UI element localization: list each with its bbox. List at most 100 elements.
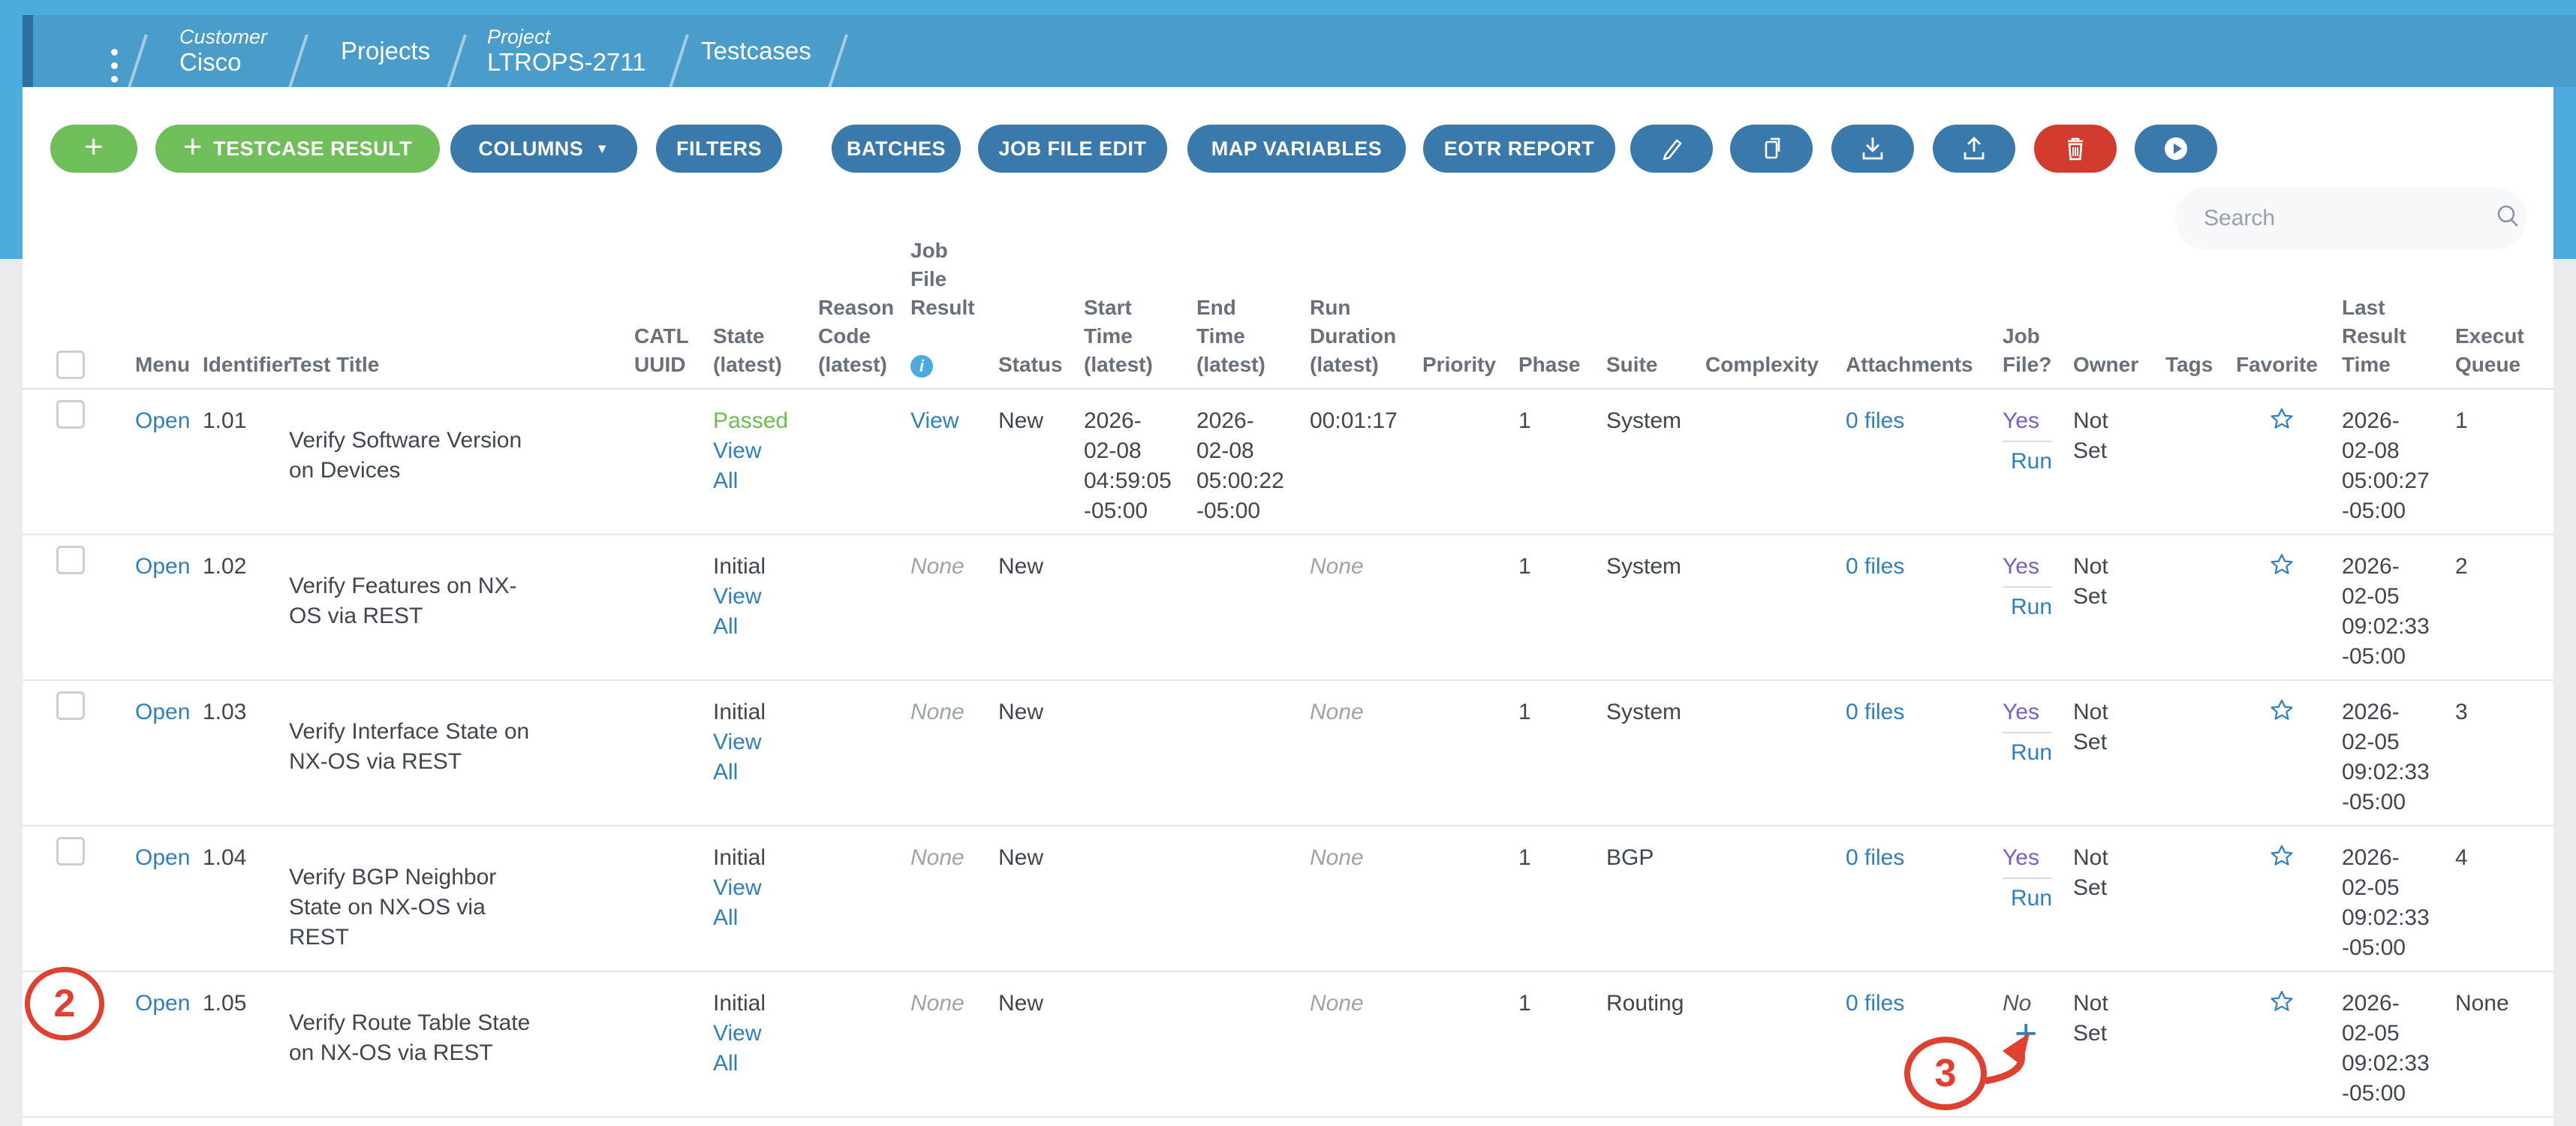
view-all-link[interactable]: View All [713,1021,762,1076]
col-header-end-time[interactable]: End Time (latest) [1196,296,1265,376]
delete-button[interactable] [2034,125,2117,173]
view-all-link[interactable]: View All [713,584,762,639]
col-header-complexity[interactable]: Complexity [1705,353,1819,376]
open-link[interactable]: Open [135,845,191,870]
open-link[interactable]: Open [135,700,191,724]
col-header-status[interactable]: Status [998,353,1063,376]
job-file-result-cell: None [910,554,964,579]
run-button[interactable] [2135,125,2217,173]
open-link[interactable]: Open [135,408,191,433]
search-icon[interactable] [2493,202,2523,236]
search-input[interactable] [2175,206,2493,231]
col-header-execution-queue[interactable]: Execut Queue [2455,324,2524,376]
row-checkbox[interactable] [56,691,85,720]
map-variables-button[interactable]: MAP VARIABLES [1187,125,1406,173]
status-cell: New [998,991,1044,1016]
state-cell: Initial View All [713,552,766,642]
download-button[interactable] [1831,125,1914,173]
last-result-time-cell: 2026- 02-05 09:02:33 -05:00 [2342,845,2430,960]
col-header-job-file[interactable]: Job File? [2003,324,2052,376]
row-checkbox[interactable] [56,400,85,429]
favorite-star-icon[interactable] [2268,989,2295,1024]
divider [2003,878,2052,879]
job-file-yes-link[interactable]: Yes [2003,845,2039,870]
col-header-phase[interactable]: Phase [1518,353,1581,376]
view-all-link[interactable]: View All [713,730,762,784]
columns-dropdown-button[interactable]: COLUMNS ▼ [450,125,637,173]
breadcrumb-separator [444,34,467,95]
breadcrumb-customer-value: Cisco [179,48,242,76]
add-job-file-plus-icon[interactable]: + [2015,1012,2038,1055]
col-header-test-title[interactable]: Test Title [289,353,380,376]
job-file-run-link[interactable]: Run [2011,886,2053,911]
add-testcase-button[interactable]: + [50,125,137,173]
attachments-link[interactable]: 0 files [1846,845,1905,870]
edit-button[interactable] [1630,125,1713,173]
attachments-link[interactable]: 0 files [1846,700,1905,724]
view-all-link[interactable]: View All [713,438,762,493]
col-header-start-time[interactable]: Start Time (latest) [1084,296,1153,376]
job-file-yes-link[interactable]: Yes [2003,554,2039,579]
job-file-run-link[interactable]: Run [2011,595,2053,619]
job-file-result-cell[interactable]: View [910,408,959,433]
job-file-yes-link[interactable]: Yes [2003,700,2039,724]
filters-button[interactable]: FILTERS [656,125,782,173]
eotr-report-button[interactable]: EOTR REPORT [1423,125,1615,173]
job-file-yes-link[interactable]: Yes [2003,408,2039,433]
execution-queue-cell: None [2455,991,2509,1016]
plus-icon: + [182,128,203,165]
breadcrumb-customer[interactable]: Customer Cisco [179,15,267,87]
phase-cell: 1 [1518,700,1531,724]
breadcrumb-testcases[interactable]: Testcases [701,15,811,87]
col-header-catl-uuid[interactable]: CATL UUID [634,324,689,376]
attachments-link[interactable]: 0 files [1846,554,1905,579]
col-header-suite[interactable]: Suite [1606,353,1658,376]
col-header-favorite[interactable]: Favorite [2236,353,2318,376]
row-checkbox[interactable] [56,546,85,574]
owner-cell: Not Set [2073,991,2108,1046]
col-header-run-duration[interactable]: Run Duration (latest) [1310,296,1397,376]
state-value: Passed [713,408,789,433]
suite-cell: BGP [1606,845,1654,870]
copy-button[interactable] [1730,125,1813,173]
col-header-priority[interactable]: Priority [1422,353,1497,376]
col-header-reason-code[interactable]: Reason Code (latest) [818,296,895,376]
add-testcase-result-button[interactable]: + TESTCASE RESULT [155,125,440,173]
col-header-identifier[interactable]: Identifier [203,353,292,376]
job-file-run-link[interactable]: Run [2011,740,2053,765]
view-all-link[interactable]: View All [713,875,762,930]
breadcrumb-project-label: Project [487,26,551,48]
row-checkbox[interactable] [56,837,85,866]
favorite-star-icon[interactable] [2268,552,2295,587]
favorite-star-icon[interactable] [2268,697,2295,733]
open-link[interactable]: Open [135,554,191,579]
batches-button[interactable]: BATCHES [832,125,961,173]
select-all-checkbox[interactable] [56,351,85,379]
col-header-attachments[interactable]: Attachments [1846,353,1973,376]
job-file-cell: Yes Run [2003,697,2085,768]
col-header-owner[interactable]: Owner [2073,353,2139,376]
breadcrumb-project[interactable]: Project LTROPS-2711 [487,15,646,87]
col-header-last-result-time[interactable]: Last Result Time [2342,296,2406,376]
test-title-cell: Verify Features on NX- OS via REST [289,574,517,628]
col-header-job-file-result[interactable]: Job File Result i [910,208,975,379]
job-file-edit-button[interactable]: JOB FILE EDIT [978,125,1167,173]
upload-button[interactable] [1933,125,2015,173]
breadcrumb-projects[interactable]: Projects [341,15,430,87]
col-header-state[interactable]: State (latest) [713,324,782,376]
annotation-step-2: 2 [25,967,104,1040]
info-icon[interactable]: i [910,355,933,378]
kebab-menu-icon[interactable] [99,33,129,98]
plus-icon: + [83,128,104,165]
col-header-tags[interactable]: Tags [2165,353,2213,376]
job-file-run-link[interactable]: Run [2011,449,2053,474]
col-header-menu[interactable]: Menu [135,353,191,376]
attachments-link[interactable]: 0 files [1846,991,1905,1016]
open-link[interactable]: Open [135,991,191,1016]
favorite-star-icon[interactable] [2268,406,2295,441]
phase-cell: 1 [1518,408,1531,433]
last-result-time-cell: 2026- 02-05 09:02:33 -05:00 [2342,991,2430,1106]
upload-icon [1958,132,1991,165]
attachments-link[interactable]: 0 files [1846,408,1905,433]
favorite-star-icon[interactable] [2268,843,2295,878]
